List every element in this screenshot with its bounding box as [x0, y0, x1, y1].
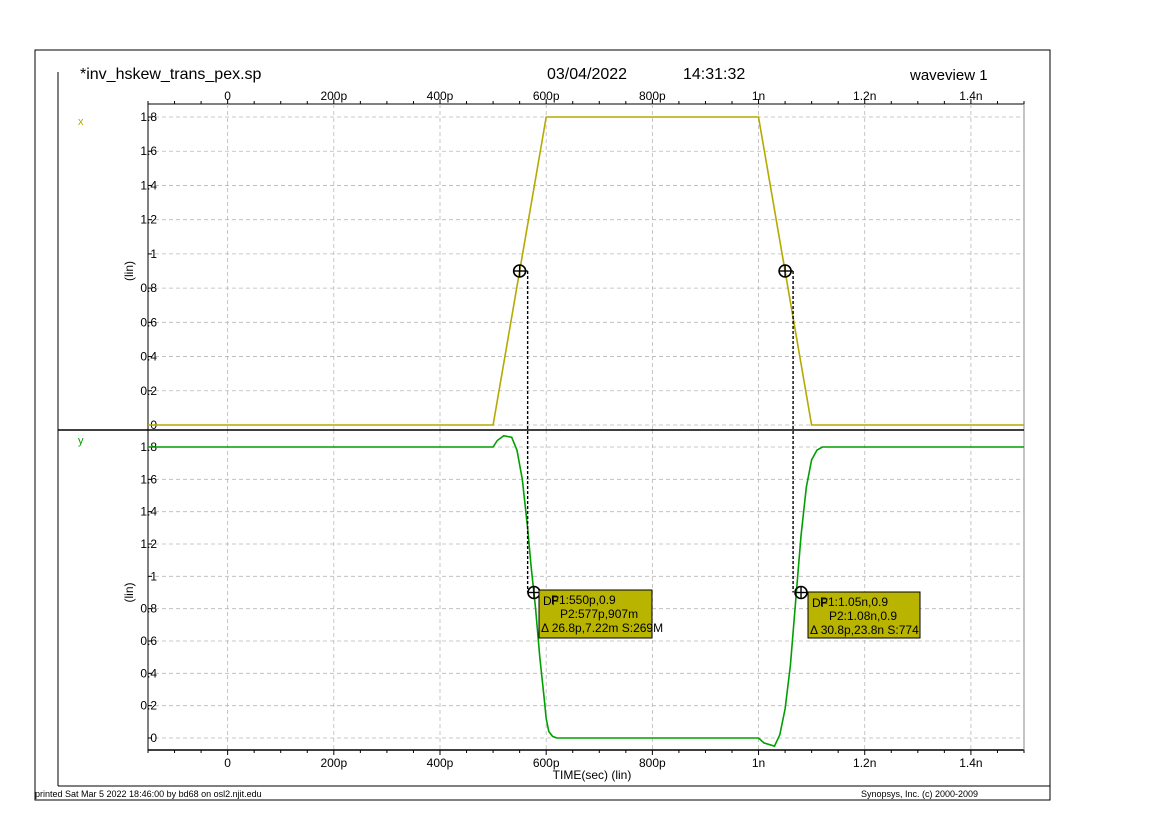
measure-box-bg [807, 591, 921, 639]
bottom-x-tick-label: 800p [639, 756, 666, 770]
y-tick-label: 1 [150, 247, 157, 261]
measure-delta: Δ 30.8p,23.8n S:774 [810, 623, 919, 637]
waveform-y [148, 434, 1024, 748]
x-axis-label: TIME(sec) (lin) [553, 768, 632, 782]
print-info: printed Sat Mar 5 2022 18:46:00 by bd68 … [35, 789, 262, 799]
top-x-tick-label: 400p [427, 89, 454, 103]
marker-p2 [794, 585, 808, 600]
y-axis-label: (lin) [122, 261, 136, 281]
top-x-tick-label: 1n [752, 89, 765, 103]
panel-x: 00.20.40.60.811.21.41.61.8x(lin) [78, 104, 1024, 432]
measure-box-bg [538, 589, 653, 639]
bottom-x-tick-label: 1.2n [853, 756, 876, 770]
marker-p2 [527, 585, 541, 600]
top-x-tick-label: 800p [639, 89, 666, 103]
measure-p2: P2:1.08n,0.9 [829, 609, 897, 623]
bottom-x-tick-label: 200p [320, 756, 347, 770]
y-tick-label: 0 [150, 731, 157, 745]
measure-title: DF [812, 596, 828, 610]
window-label: waveview 1 [910, 67, 988, 84]
bottom-x-tick-label: 1n [752, 756, 765, 770]
bottom-x-tick-label: 1.4n [959, 756, 982, 770]
top-x-tick-label: 600p [533, 89, 560, 103]
bottom-x-tick-label: 600p [533, 756, 560, 770]
time-label: 14:31:32 [683, 66, 746, 83]
file-title: *inv_hskew_trans_pex.sp [80, 66, 262, 83]
signal-name: y [78, 435, 84, 447]
measure-delta: Δ 26.8p,7.22m S:269M [541, 621, 663, 635]
top-x-tick-label: 0 [224, 89, 231, 103]
copyright: Synopsys, Inc. (c) 2000-2009 [861, 789, 979, 799]
page-frame [34, 49, 1051, 801]
top-x-tick-label: 1.2n [853, 89, 876, 103]
bottom-x-tick-label: 400p [427, 756, 454, 770]
measure-title: DF [543, 594, 559, 608]
top-x-tick-label: 1.4n [959, 89, 982, 103]
measure-p2: P2:577p,907m [560, 607, 638, 621]
measure-p1: P1:1.05n,0.9 [820, 595, 888, 609]
y-tick-label: 1 [150, 569, 157, 583]
date-label: 03/04/2022 [547, 66, 628, 83]
marker-p1 [512, 264, 527, 278]
measure-p1: P1:550p,0.9 [551, 593, 616, 607]
y-axis-label: (lin) [122, 582, 136, 602]
marker-p1 [778, 264, 792, 278]
top-x-tick-label: 200p [320, 89, 347, 103]
signal-name: x [78, 116, 84, 128]
bottom-x-tick-label: 0 [224, 756, 231, 770]
waveform-x [148, 116, 1024, 426]
